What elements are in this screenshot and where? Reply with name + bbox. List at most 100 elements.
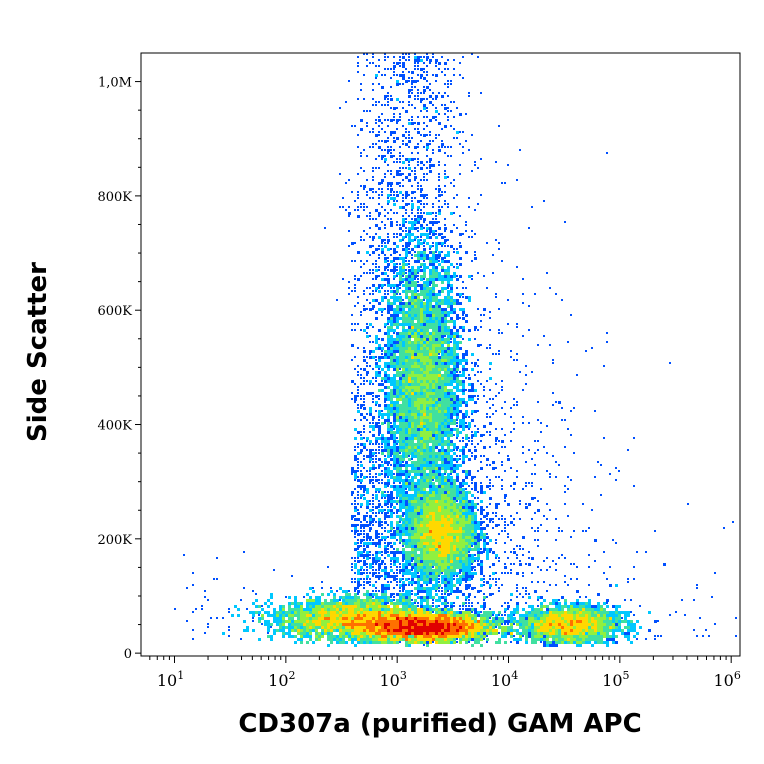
density-cell (402, 356, 405, 359)
density-cell (426, 386, 429, 389)
density-cell (399, 335, 402, 338)
density-cell (405, 284, 408, 287)
density-cell (438, 62, 441, 65)
density-cell (501, 518, 503, 520)
density-cell (423, 320, 426, 323)
density-cell (498, 350, 500, 352)
density-cell (309, 596, 312, 599)
density-cell (360, 119, 363, 122)
density-cell (450, 566, 453, 569)
density-cell (372, 434, 375, 437)
density-cell (342, 596, 345, 599)
density-cell (396, 122, 398, 124)
density-cell (387, 503, 389, 505)
density-cell (408, 404, 411, 407)
density-cell (486, 524, 489, 527)
density-cell (417, 356, 420, 359)
density-cell (426, 242, 429, 245)
density-cell (441, 275, 444, 278)
density-cell (402, 230, 404, 232)
density-cell (354, 458, 357, 461)
density-cell (393, 374, 396, 377)
density-cell (447, 542, 450, 545)
density-cell (519, 371, 521, 373)
density-cell (405, 518, 408, 521)
density-cell (384, 590, 387, 593)
density-cell (432, 449, 435, 452)
density-cell (384, 413, 387, 416)
density-cell (393, 194, 395, 196)
density-cell (459, 440, 461, 442)
density-cell (423, 506, 426, 509)
density-cell (480, 461, 482, 463)
density-cell (483, 536, 486, 539)
density-cell (468, 422, 471, 425)
density-cell (372, 401, 374, 403)
density-cell (435, 353, 438, 356)
density-cell (423, 398, 426, 401)
density-cell (465, 401, 468, 404)
density-cell (429, 143, 431, 145)
density-cell (399, 353, 402, 356)
density-cell (462, 461, 465, 464)
density-cell (489, 416, 491, 418)
density-cell (372, 572, 375, 575)
density-cell (459, 512, 462, 515)
density-cell (423, 311, 426, 314)
density-cell (327, 566, 329, 568)
density-cell (471, 530, 474, 533)
density-cell (561, 554, 563, 556)
density-cell (414, 443, 417, 446)
density-cell (402, 497, 405, 500)
density-cell (402, 473, 405, 476)
density-cell (501, 407, 503, 409)
density-cell (426, 323, 429, 326)
density-cell (426, 431, 429, 434)
density-cell (402, 380, 405, 383)
density-cell (387, 419, 390, 422)
density-cell (462, 428, 465, 431)
density-cell (462, 527, 465, 530)
density-cell (354, 533, 356, 535)
density-cell (366, 581, 369, 584)
density-cell (432, 557, 435, 560)
density-cell (435, 299, 438, 302)
density-cell (429, 353, 432, 356)
density-cell (408, 230, 411, 233)
density-cell (360, 566, 363, 569)
density-cell (393, 137, 395, 139)
density-cell (378, 569, 380, 571)
density-cell (438, 260, 440, 262)
density-cell (390, 329, 393, 332)
density-cell (483, 275, 485, 277)
density-cell (372, 83, 374, 85)
density-cell (417, 569, 420, 572)
density-cell (438, 212, 441, 215)
density-cell (378, 236, 381, 239)
density-cell (402, 257, 405, 260)
density-cell (516, 359, 518, 361)
density-cell (441, 335, 444, 338)
density-cell (450, 398, 453, 401)
density-cell (375, 497, 378, 500)
density-cell (342, 590, 345, 593)
density-cell (399, 461, 402, 464)
density-cell (393, 347, 396, 350)
density-cell (510, 407, 512, 409)
density-cell (447, 467, 450, 470)
density-cell (402, 74, 405, 77)
density-cell (423, 350, 426, 353)
density-cell (390, 542, 392, 544)
density-cell (426, 266, 429, 269)
density-cell (393, 107, 396, 110)
density-cell (408, 332, 411, 335)
density-cell (441, 503, 444, 506)
density-cell (369, 227, 371, 229)
density-cell (531, 572, 533, 574)
density-cell (408, 395, 411, 398)
density-cell (519, 503, 521, 505)
density-cell (450, 467, 453, 470)
density-cell (408, 104, 410, 106)
density-cell (384, 422, 386, 424)
density-cell (192, 584, 194, 586)
